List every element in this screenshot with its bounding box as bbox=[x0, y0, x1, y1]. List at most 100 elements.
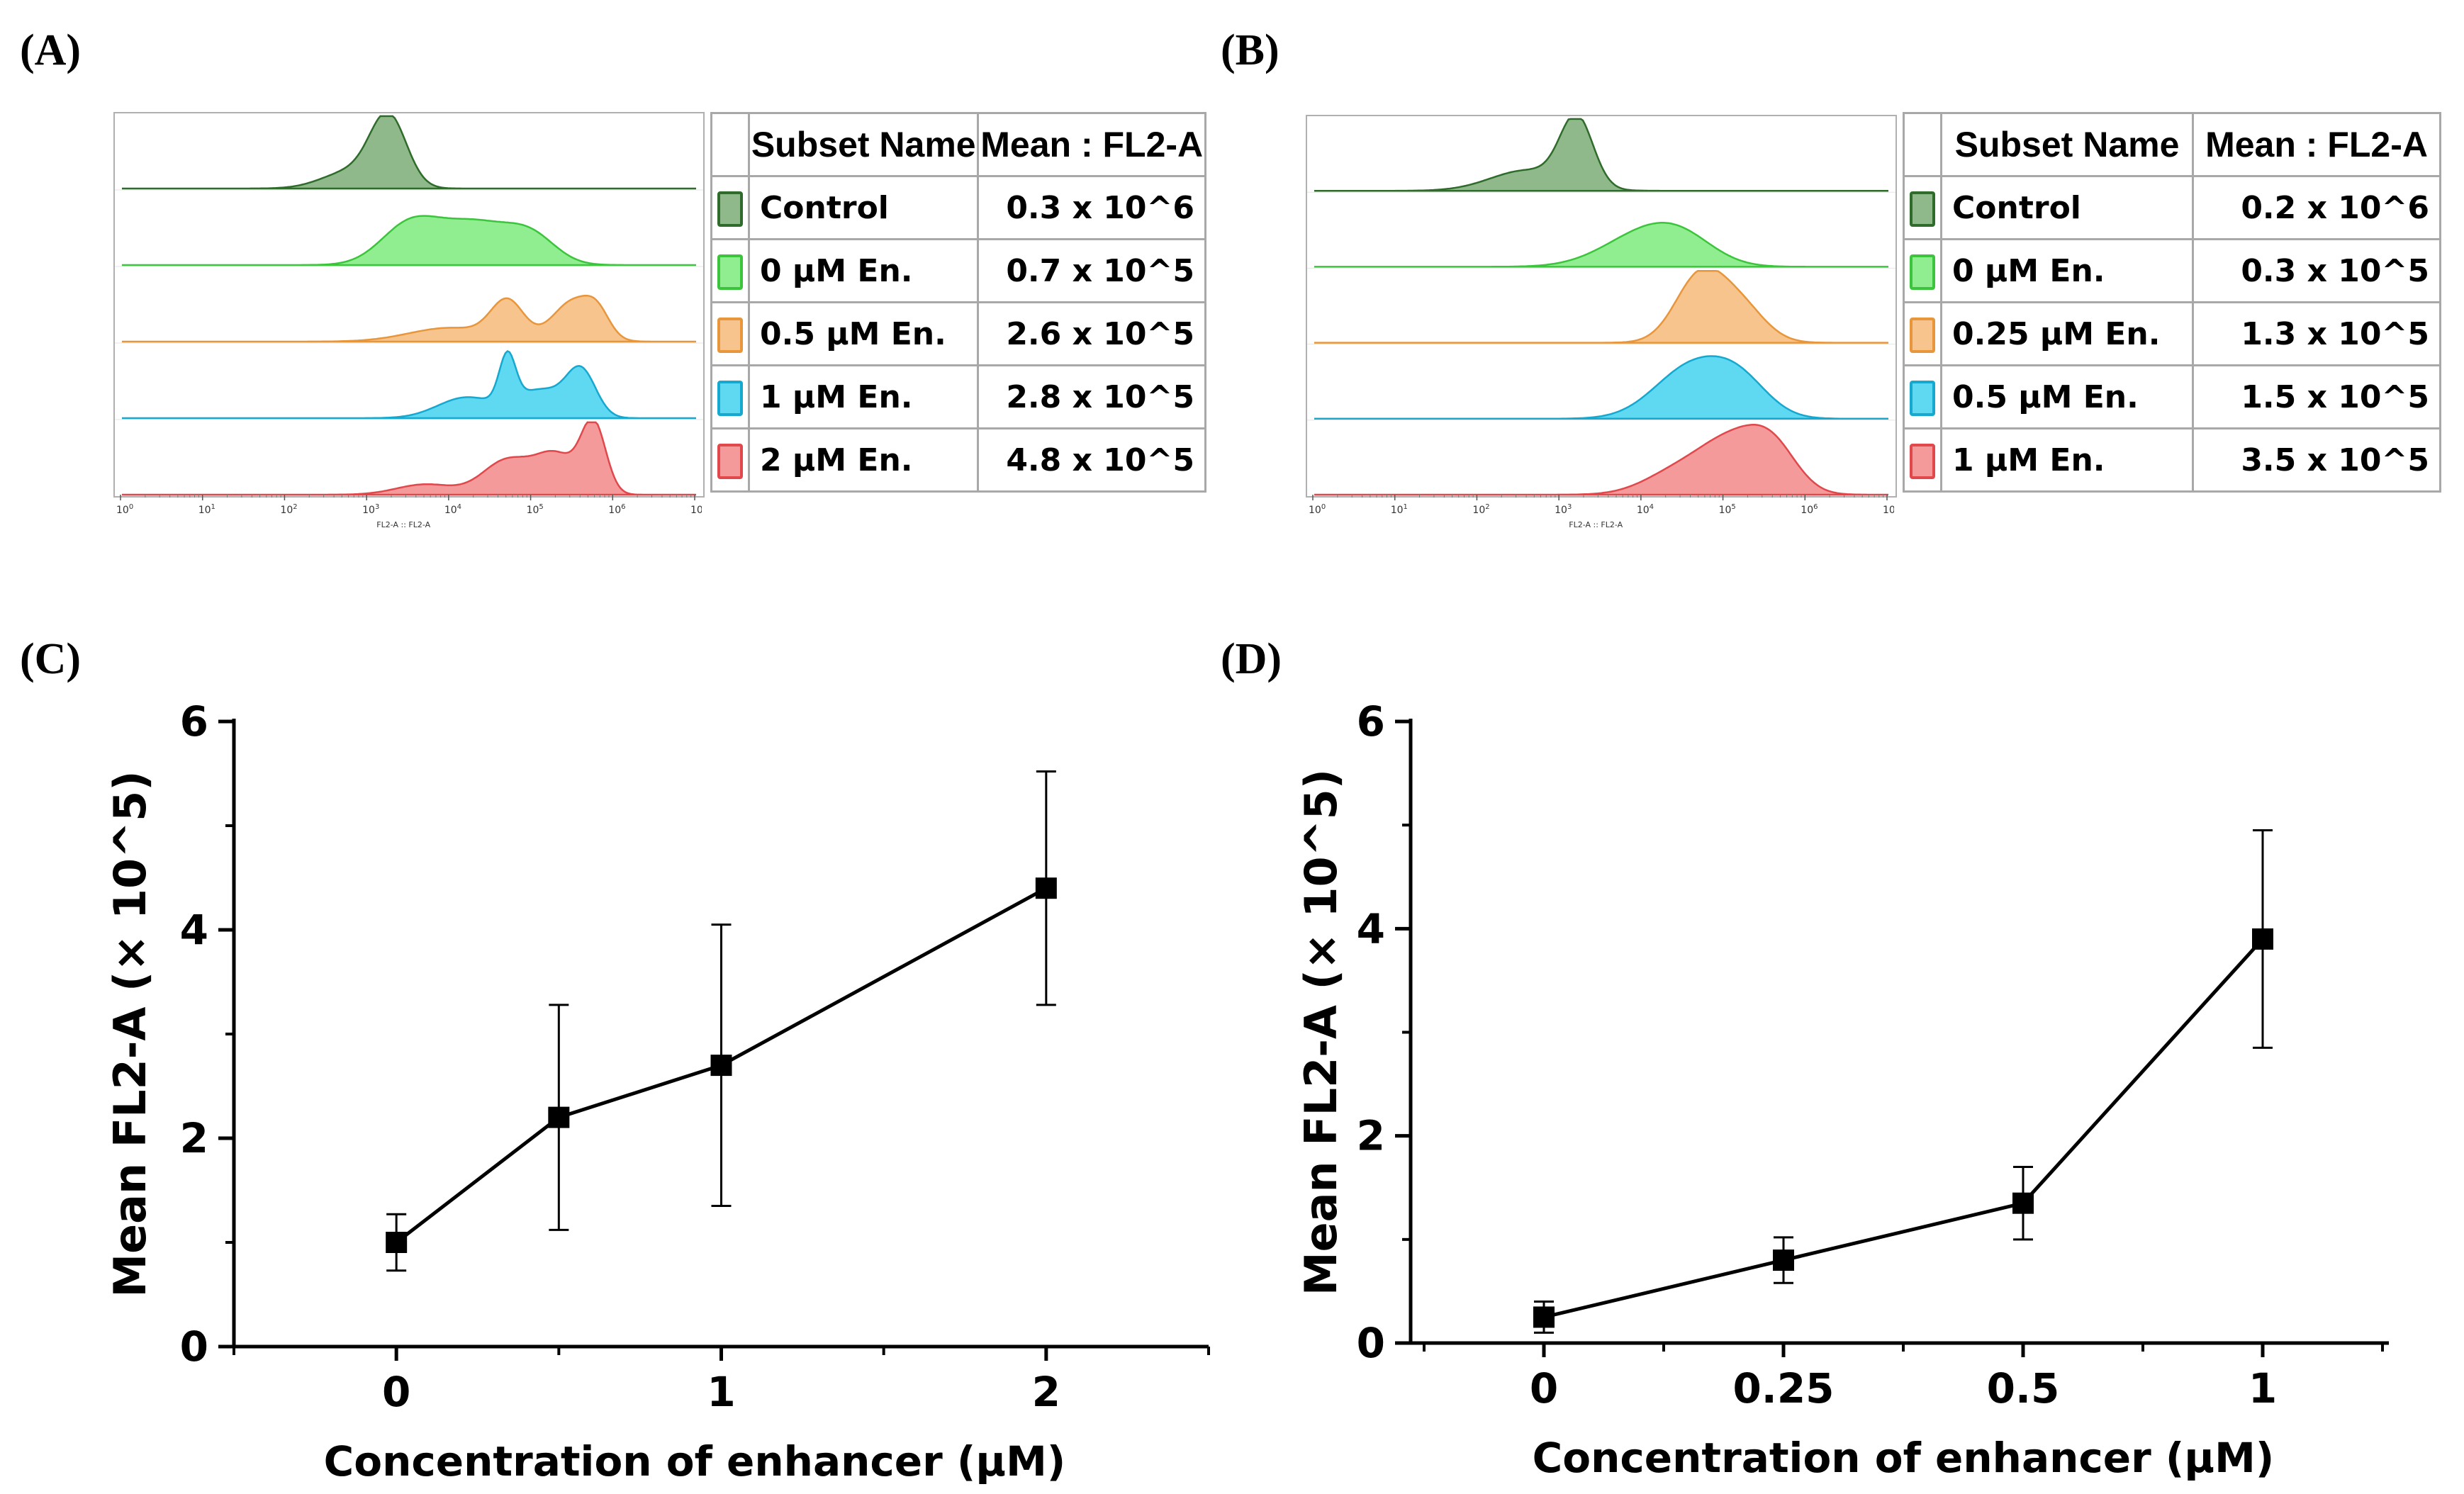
histogram-x-tick-label: 103 bbox=[1555, 503, 1572, 516]
subset-name: 0 μM En. bbox=[1939, 238, 2195, 303]
legend-swatch bbox=[717, 443, 743, 479]
histogram-x-tick-label: 105 bbox=[527, 503, 544, 516]
histogram-x-tick-label: 101 bbox=[1391, 503, 1408, 516]
table-row: 0.5 μM En. 1.5 x 10^5 bbox=[1903, 364, 2441, 429]
x-axis-label: Concentration of enhancer (μM) bbox=[1533, 1434, 2275, 1482]
legend-swatch-cell bbox=[710, 364, 750, 429]
y-tick-label: 6 bbox=[1357, 697, 1385, 746]
histogram-curve bbox=[122, 115, 696, 190]
histogram-panel-a bbox=[113, 112, 705, 498]
x-tick-label: 0 bbox=[382, 1368, 410, 1416]
y-tick-label: 2 bbox=[1357, 1112, 1385, 1160]
legend-swatch bbox=[717, 254, 743, 290]
swatch-header bbox=[710, 112, 750, 177]
mean-value: 2.8 x 10^5 bbox=[977, 364, 1206, 429]
mean-value: 0.7 x 10^5 bbox=[977, 238, 1206, 303]
x-tick-label: 0.25 bbox=[1732, 1364, 1834, 1412]
histogram-curve bbox=[122, 421, 696, 496]
x-tick-label: 0.5 bbox=[1987, 1364, 2060, 1412]
table-row: Control 0.3 x 10^6 bbox=[710, 175, 1206, 240]
histogram-x-tick-label: 100 bbox=[1309, 503, 1326, 516]
subset-name: 2 μM En. bbox=[747, 427, 980, 493]
subset-name: 0.25 μM En. bbox=[1939, 301, 2195, 366]
histogram-curve bbox=[122, 350, 696, 420]
panel-label-b: (B) bbox=[1221, 26, 1279, 74]
legend-swatch bbox=[1910, 254, 1935, 290]
histogram-curve bbox=[122, 294, 696, 343]
x-tick-label: 2 bbox=[1032, 1368, 1060, 1416]
histogram-x-tick-label: 104 bbox=[1637, 503, 1654, 516]
mean-value: 1.5 x 10^5 bbox=[2192, 364, 2441, 429]
data-point bbox=[386, 1232, 408, 1253]
legend-swatch-cell bbox=[1903, 301, 1942, 366]
swatch-header bbox=[1903, 112, 1942, 177]
series-line bbox=[395, 887, 1048, 1244]
histogram-curve bbox=[1314, 118, 1888, 192]
y-tick-label: 2 bbox=[180, 1114, 208, 1162]
histogram-x-tick-label: 106 bbox=[1801, 503, 1818, 516]
legend-swatch-cell bbox=[1903, 238, 1942, 303]
x-axis-label: Concentration of enhancer (μM) bbox=[324, 1437, 1066, 1485]
line-chart-d: 0 2 4 6 0 0.25 0.5 1 Concentration of enhancer (… bbox=[1295, 697, 2389, 1482]
legend-swatch bbox=[1910, 317, 1935, 353]
subset-name: 0.5 μM En. bbox=[747, 301, 980, 366]
histogram-plot-a bbox=[115, 115, 703, 496]
subset-name: Control bbox=[1939, 175, 2195, 240]
mean-value: 3.5 x 10^5 bbox=[2192, 427, 2441, 493]
legend-swatch-cell bbox=[710, 175, 750, 240]
data-point bbox=[2012, 1192, 2034, 1214]
y-tick-label: 6 bbox=[180, 697, 208, 746]
mean-value: 4.8 x 10^5 bbox=[977, 427, 1206, 493]
legend-swatch bbox=[1910, 380, 1935, 416]
table-row: Control 0.2 x 10^6 bbox=[1903, 175, 2441, 240]
table-row: 1 μM En. 3.5 x 10^5 bbox=[1903, 427, 2441, 493]
histogram-x-tick-label: 104 bbox=[444, 503, 461, 516]
histogram-x-tick-label: 107 bbox=[690, 503, 702, 516]
table-header-row: Subset Name Mean : FL2-A bbox=[710, 112, 1206, 177]
legend-swatch-cell bbox=[710, 301, 750, 366]
histogram-x-label: FL2-A :: FL2-A bbox=[376, 520, 430, 529]
histogram-x-axis-b: 100 101 102 103 104 105 106 107FL2-A :: FL2-A bbox=[1309, 495, 1894, 529]
table-row: 0.5 μM En. 2.6 x 10^5 bbox=[710, 301, 1206, 366]
histogram-x-label: FL2-A :: FL2-A bbox=[1569, 520, 1623, 529]
data-point bbox=[2252, 928, 2273, 950]
mean-header: Mean : FL2-A bbox=[977, 112, 1206, 177]
table-row: 0 μM En. 0.3 x 10^5 bbox=[1903, 238, 2441, 303]
histogram-x-tick-label: 102 bbox=[280, 503, 297, 516]
legend-table-a: Subset Name Mean : FL2-A Control 0.3 x 10… bbox=[710, 112, 1206, 493]
mean-header: Mean : FL2-A bbox=[2192, 112, 2441, 177]
panel-label-d: (D) bbox=[1221, 635, 1282, 683]
y-tick-label: 0 bbox=[180, 1322, 208, 1371]
mean-value: 0.2 x 10^6 bbox=[2192, 175, 2441, 240]
y-tick-label: 0 bbox=[1357, 1319, 1385, 1367]
table-row: 2 μM En. 4.8 x 10^5 bbox=[710, 427, 1206, 493]
histogram-x-axis-a: 100 101 102 103 104 105 106 107FL2-A :: FL2-A bbox=[116, 495, 702, 529]
mean-value: 0.3 x 10^5 bbox=[2192, 238, 2441, 303]
legend-table-b: Subset Name Mean : FL2-A Control 0.2 x 10… bbox=[1903, 112, 2441, 493]
data-point bbox=[1533, 1306, 1555, 1328]
mean-value: 1.3 x 10^5 bbox=[2192, 301, 2441, 366]
histogram-x-tick-label: 101 bbox=[198, 503, 215, 516]
legend-swatch bbox=[1910, 443, 1935, 479]
y-axis-label: Mean FL2-A (× 10^5) bbox=[1295, 769, 1347, 1296]
legend-swatch-cell bbox=[710, 238, 750, 303]
histogram-x-tick-label: 100 bbox=[116, 503, 133, 516]
data-point bbox=[548, 1106, 570, 1128]
subset-name-header: Subset Name bbox=[747, 112, 980, 177]
legend-swatch-cell bbox=[1903, 175, 1942, 240]
x-tick-label: 1 bbox=[707, 1368, 735, 1416]
data-point bbox=[1773, 1249, 1794, 1271]
data-point bbox=[1035, 877, 1057, 899]
x-tick-label: 1 bbox=[2249, 1364, 2277, 1412]
histogram-x-tick-label: 105 bbox=[1719, 503, 1736, 516]
subset-name: 1 μM En. bbox=[747, 364, 980, 429]
histogram-curve bbox=[1314, 355, 1888, 420]
histogram-x-tick-label: 103 bbox=[362, 503, 379, 516]
line-chart-c: 0 2 4 6 0 1 2 Concentration of enhancer (μM) Mea… bbox=[104, 697, 1210, 1485]
histogram-plot-b bbox=[1307, 118, 1895, 496]
table-header-row: Subset Name Mean : FL2-A bbox=[1903, 112, 2441, 177]
histogram-x-tick-label: 106 bbox=[608, 503, 625, 516]
y-axis-label: Mean FL2-A (× 10^5) bbox=[104, 770, 156, 1297]
legend-swatch-cell bbox=[1903, 364, 1942, 429]
legend-swatch-cell bbox=[1903, 427, 1942, 493]
